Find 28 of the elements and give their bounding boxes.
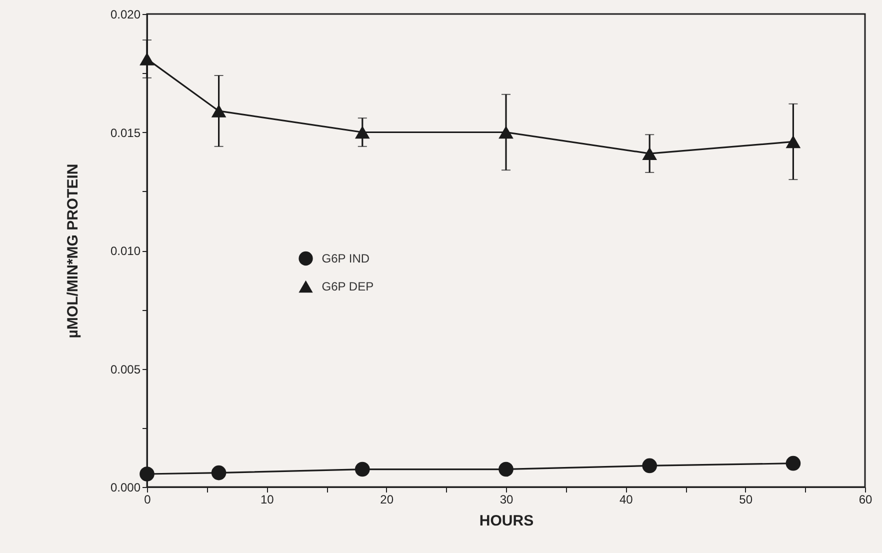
legend-label: G6P DEP	[322, 280, 374, 294]
x-tick-label: 50	[739, 492, 753, 506]
y-tick-label: 0.000	[110, 480, 141, 494]
point	[140, 466, 154, 482]
point	[498, 126, 514, 139]
y-tick-label: 0.020	[110, 8, 141, 22]
x-tick-label: 10	[260, 492, 274, 506]
legend-label: G6P IND	[322, 252, 370, 266]
point	[140, 52, 154, 66]
x-axis-title: HOURS	[479, 512, 534, 530]
y-tick-label: 0.015	[110, 126, 141, 140]
x-tick-label: 0	[144, 492, 152, 506]
x-tick-label: 40	[619, 492, 634, 506]
point	[211, 465, 226, 480]
point	[642, 458, 658, 474]
point	[354, 462, 370, 477]
y-tick-label: 0.005	[110, 362, 141, 376]
x-tick-label: 30	[500, 492, 514, 506]
point	[211, 104, 226, 118]
y-axis-title: µMOL/MIN*MG PROTEIN	[64, 164, 82, 338]
point	[498, 462, 514, 477]
point	[642, 147, 658, 160]
point	[786, 456, 801, 471]
y-tick-label: 0.010	[110, 244, 141, 258]
x-tick-label: 20	[380, 492, 394, 506]
point	[786, 135, 801, 148]
point	[354, 126, 370, 139]
x-tick-label: 60	[858, 492, 872, 506]
